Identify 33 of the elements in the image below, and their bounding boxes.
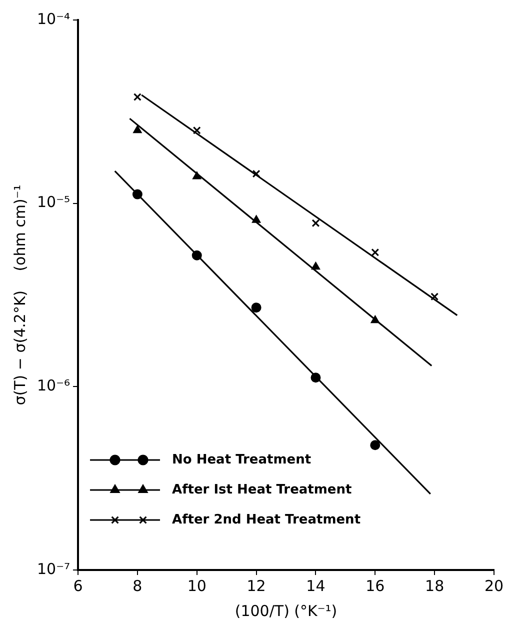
- point: [430, 292, 439, 301]
- y-tick-label: 10⁻⁷: [36, 560, 70, 578]
- x-tick-label: 14: [306, 576, 326, 595]
- point: [192, 172, 202, 180]
- point: [310, 372, 321, 383]
- x-tick-label: 20: [484, 576, 504, 595]
- point: [312, 219, 320, 228]
- point: [370, 315, 380, 324]
- point: [371, 248, 380, 256]
- x-tick-label: 12: [246, 576, 266, 595]
- y-tick-label: 10⁻⁶: [36, 376, 70, 395]
- point: [133, 125, 142, 134]
- y-tick-label: 10⁻⁴: [36, 10, 70, 28]
- x-tick-label: 18: [425, 576, 444, 595]
- x-tick-label: 6: [73, 576, 83, 595]
- point: [192, 126, 201, 134]
- x-axis-title: (100/T) (°K⁻¹): [234, 602, 338, 620]
- x-tick-label: 10: [187, 576, 206, 595]
- point: [251, 302, 262, 313]
- point: [252, 170, 260, 178]
- x-tick-label: 16: [366, 576, 385, 595]
- point: [252, 215, 261, 223]
- legend-label: No Heat Treatment: [172, 452, 312, 468]
- point: [370, 440, 380, 450]
- x-tick-label: 8: [132, 576, 142, 595]
- y-tick-label: 10⁻⁵: [36, 193, 70, 212]
- point: [133, 93, 142, 102]
- point: [311, 262, 320, 270]
- legend-label: After Ist Heat Treatment: [172, 482, 352, 498]
- point: [132, 189, 142, 200]
- y-axis-title: σ(T) − σ(4.2°K) (ohm cm)⁻¹: [10, 184, 29, 406]
- point: [192, 250, 202, 260]
- legend-label: After 2nd Heat Treatment: [172, 512, 361, 528]
